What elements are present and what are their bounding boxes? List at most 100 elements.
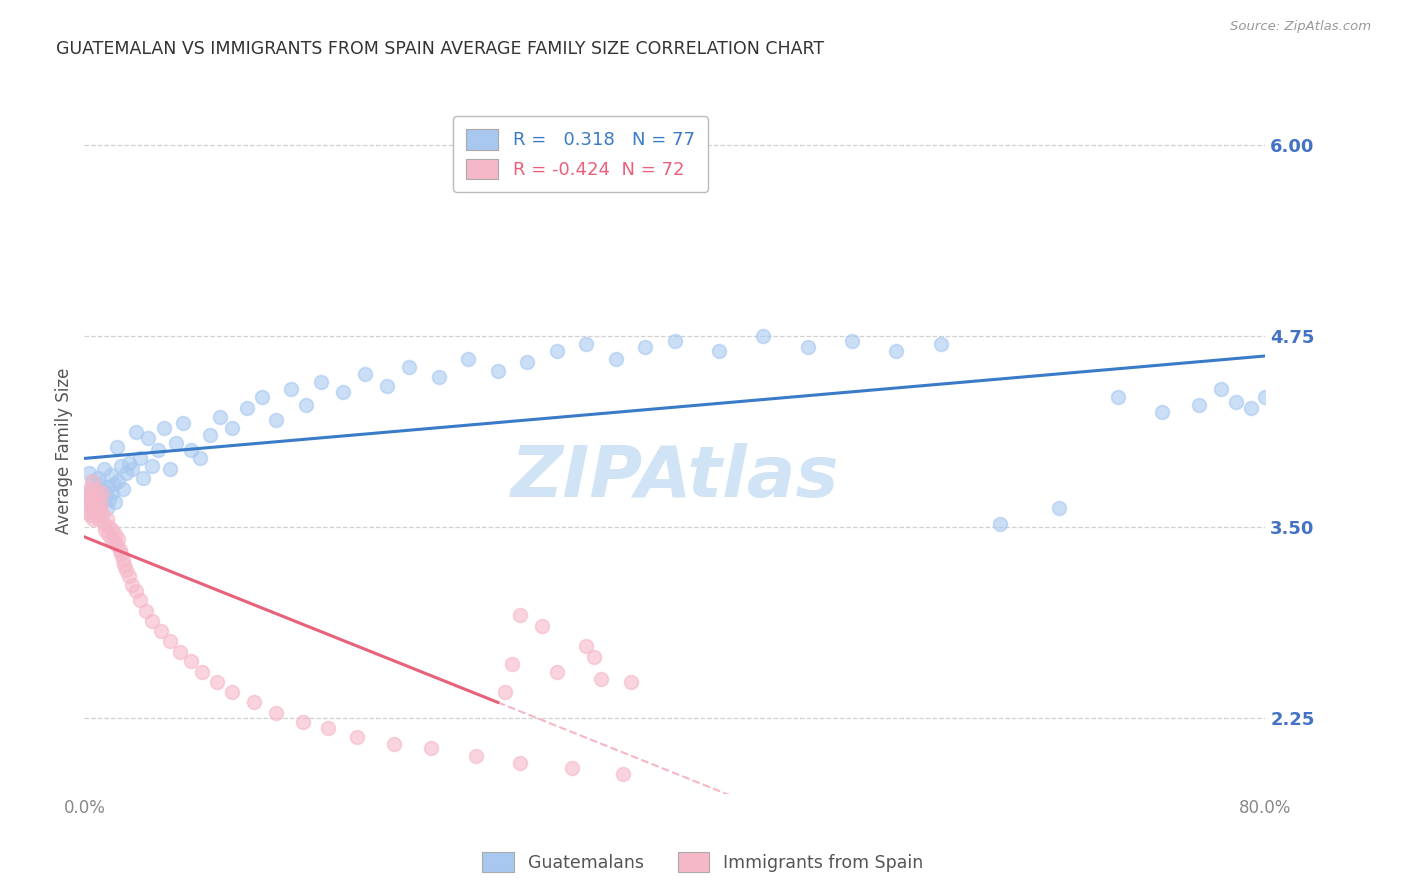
Point — [80, 474, 103, 488]
Point — [84, 492, 107, 507]
Point — [886, 344, 908, 359]
Legend: R =   0.318   N = 77, R = -0.424  N = 72: R = 0.318 N = 77, R = -0.424 N = 72 — [453, 116, 707, 192]
Point — [83, 504, 105, 518]
Point — [77, 497, 100, 511]
Point — [79, 497, 101, 511]
Point — [129, 593, 152, 607]
Point — [108, 542, 131, 557]
Point — [501, 657, 523, 672]
Point — [79, 489, 101, 503]
Point — [114, 467, 136, 481]
Point — [382, 737, 406, 751]
Point — [96, 501, 118, 516]
Point — [221, 684, 243, 698]
Point — [1107, 390, 1129, 404]
Point — [97, 480, 120, 494]
Point — [280, 383, 302, 397]
Point — [105, 538, 128, 552]
Point — [575, 336, 598, 351]
Point — [250, 390, 273, 404]
Point — [75, 492, 97, 507]
Point — [664, 334, 686, 348]
Point — [172, 416, 194, 430]
Point — [159, 634, 181, 648]
Point — [988, 516, 1011, 531]
Point — [188, 451, 211, 466]
Point — [86, 508, 108, 522]
Point — [104, 527, 127, 541]
Point — [91, 495, 114, 509]
Point — [121, 578, 143, 592]
Point — [180, 443, 202, 458]
Point — [316, 721, 339, 735]
Point — [243, 695, 266, 709]
Point — [209, 409, 232, 424]
Point — [1225, 394, 1247, 409]
Point — [132, 471, 155, 485]
Point — [509, 608, 531, 623]
Point — [89, 512, 111, 526]
Point — [1240, 401, 1263, 415]
Point — [114, 562, 136, 576]
Point — [841, 334, 863, 348]
Point — [82, 474, 104, 488]
Point — [796, 340, 818, 354]
Point — [97, 527, 120, 541]
Point — [546, 344, 568, 359]
Point — [221, 420, 243, 434]
Point — [486, 364, 509, 378]
Point — [1254, 390, 1277, 404]
Point — [135, 604, 157, 618]
Point — [398, 359, 420, 374]
Point — [103, 535, 125, 549]
Point — [264, 706, 288, 720]
Point — [94, 489, 117, 503]
Point — [83, 486, 105, 500]
Point — [560, 761, 583, 775]
Point — [136, 431, 159, 445]
Point — [98, 492, 121, 507]
Point — [84, 497, 107, 511]
Point — [180, 654, 202, 668]
Point — [291, 715, 314, 730]
Text: ZIPAtlas: ZIPAtlas — [510, 443, 839, 512]
Point — [118, 456, 141, 470]
Point — [86, 471, 108, 485]
Point — [264, 413, 288, 427]
Point — [77, 482, 100, 496]
Point — [575, 639, 598, 653]
Point — [82, 512, 104, 526]
Point — [79, 508, 101, 522]
Point — [112, 558, 135, 572]
Point — [111, 482, 134, 496]
Point — [509, 756, 531, 771]
Point — [169, 645, 191, 659]
Point — [354, 367, 377, 381]
Point — [929, 336, 952, 351]
Point — [101, 523, 124, 537]
Point — [1209, 383, 1232, 397]
Point — [101, 486, 124, 500]
Point — [90, 483, 112, 497]
Point — [80, 482, 103, 496]
Point — [464, 748, 486, 763]
Point — [91, 486, 114, 500]
Point — [1188, 398, 1211, 412]
Point — [546, 665, 568, 679]
Point — [591, 673, 613, 687]
Point — [129, 451, 152, 466]
Point — [84, 482, 107, 496]
Point — [612, 767, 634, 781]
Point — [94, 523, 117, 537]
Point — [100, 467, 122, 482]
Point — [90, 497, 112, 511]
Point — [141, 615, 163, 629]
Text: GUATEMALAN VS IMMIGRANTS FROM SPAIN AVERAGE FAMILY SIZE CORRELATION CHART: GUATEMALAN VS IMMIGRANTS FROM SPAIN AVER… — [56, 40, 824, 58]
Point — [107, 532, 129, 546]
Point — [90, 504, 112, 518]
Point — [709, 344, 731, 359]
Point — [582, 649, 605, 664]
Point — [309, 375, 332, 389]
Point — [205, 675, 228, 690]
Point — [1150, 405, 1173, 419]
